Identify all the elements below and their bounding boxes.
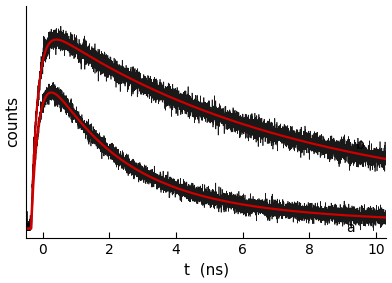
X-axis label: t  (ns): t (ns): [183, 262, 229, 277]
Text: b: b: [356, 138, 365, 152]
Text: a: a: [346, 221, 355, 235]
Y-axis label: counts: counts: [5, 96, 20, 147]
